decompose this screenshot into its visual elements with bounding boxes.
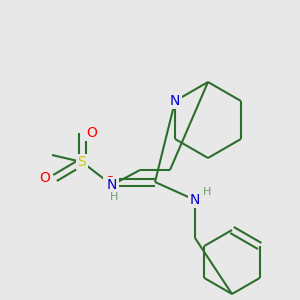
Text: O: O [87, 126, 98, 140]
Text: H: H [203, 187, 211, 197]
Text: O: O [105, 175, 116, 189]
Text: H: H [110, 192, 118, 202]
Text: N: N [170, 94, 180, 108]
Text: N: N [190, 193, 200, 207]
Text: O: O [40, 171, 50, 185]
Text: S: S [78, 155, 86, 169]
Text: N: N [107, 178, 117, 192]
